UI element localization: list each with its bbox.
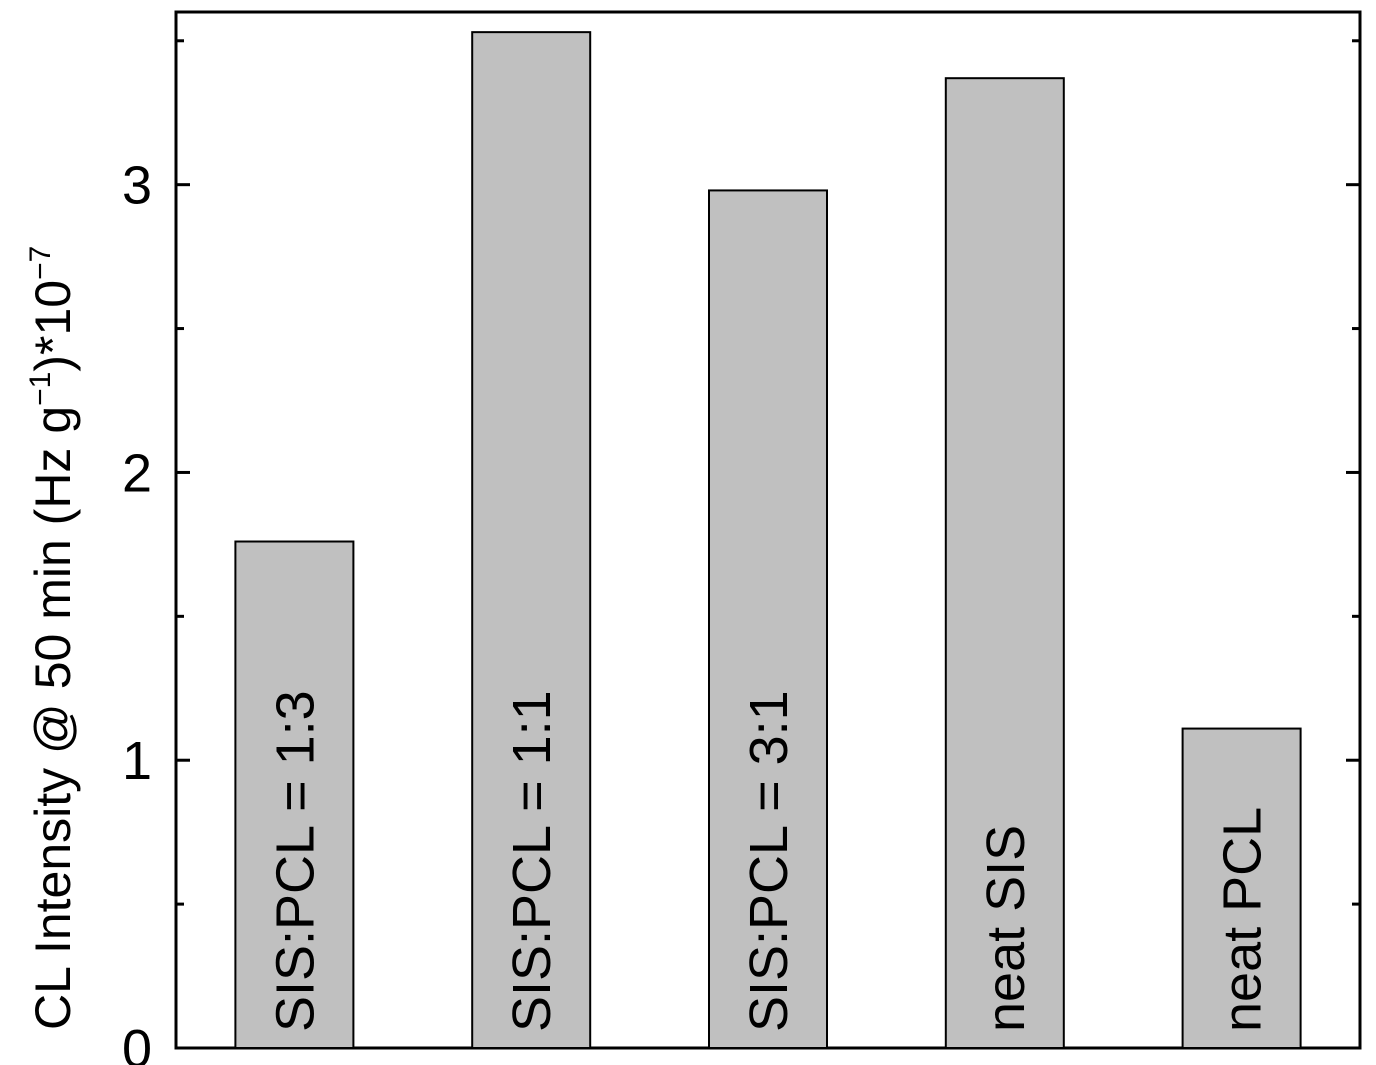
bar-labels: SIS:PCL = 1:3 SIS:PCL = 1:1 SIS:PCL = 3:1 n… xyxy=(265,690,1272,1032)
bars xyxy=(234,31,1302,1049)
bar xyxy=(944,77,1065,1049)
y-axis-title: CL Intensity @ 50 min (Hz g−1)*10−7 xyxy=(24,246,81,1030)
bar xyxy=(1181,727,1302,1049)
y-axis-title-text: CL Intensity @ 50 min (Hz g xyxy=(25,406,81,1030)
y-tick-label: 3 xyxy=(122,156,152,216)
bar xyxy=(234,540,355,1049)
bar-category-label: SIS:PCL = 1:3 xyxy=(265,690,325,1032)
y-axis-ticks: 0 1 2 3 xyxy=(122,39,1360,1065)
y-tick-label: 2 xyxy=(122,443,152,503)
y-axis-title-superscript: −7 xyxy=(24,246,57,280)
bar-category-label: neat SIS xyxy=(976,825,1036,1032)
y-axis-title-superscript: −1 xyxy=(24,372,57,406)
bar xyxy=(471,31,592,1049)
bar-category-label: neat PCL xyxy=(1213,807,1273,1032)
y-axis-title-text: )*10 xyxy=(25,280,81,372)
y-tick-label: 0 xyxy=(122,1019,152,1065)
bar-category-label: SIS:PCL = 1:1 xyxy=(502,690,562,1032)
y-tick-label: 1 xyxy=(122,731,152,791)
bar-category-label: SIS:PCL = 3:1 xyxy=(739,690,799,1032)
bar xyxy=(708,189,828,1049)
